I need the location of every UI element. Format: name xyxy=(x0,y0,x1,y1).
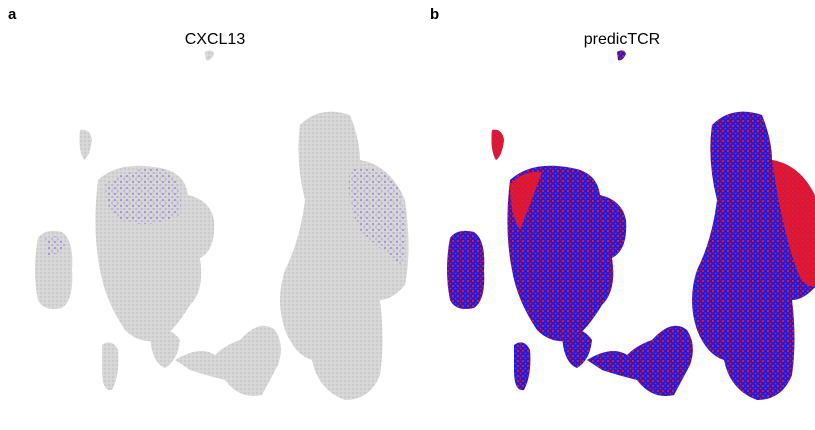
panel-letter: a xyxy=(8,6,17,23)
predicted-dense xyxy=(491,129,815,286)
expression-highlight xyxy=(45,167,405,265)
panel-title: CXCL13 xyxy=(185,31,246,48)
panel-letter: b xyxy=(430,6,439,23)
umap-cells xyxy=(35,50,409,401)
panel-b: b predicTCR xyxy=(430,6,815,401)
predicted-cells xyxy=(447,50,815,401)
panel-a: a CXCL13 xyxy=(8,6,409,401)
panel-title: predicTCR xyxy=(584,31,660,48)
